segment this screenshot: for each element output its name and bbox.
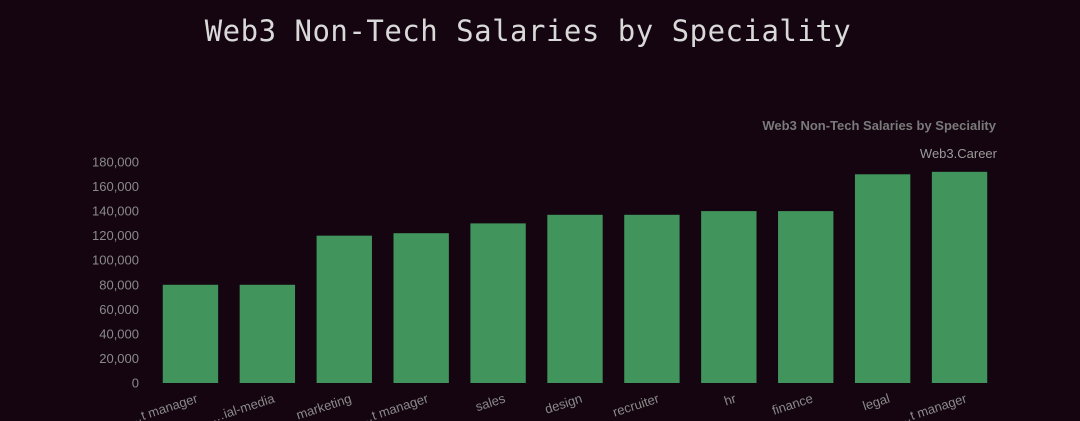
page-title: Web3 Non-Tech Salaries by Speciality (204, 14, 852, 48)
y-tick-label: 140,000 (92, 204, 139, 219)
y-tick-label: 20,000 (99, 351, 139, 366)
y-tick-label: 120,000 (92, 228, 139, 243)
y-tick-label: 160,000 (92, 179, 139, 194)
bar[interactable] (778, 211, 834, 383)
y-tick-label: 100,000 (92, 253, 139, 268)
x-tick-label: …t manager (896, 390, 969, 421)
x-tick-label: sales (474, 390, 508, 414)
x-axis: …t manager …ial-media marketing …t manager s… (127, 390, 969, 421)
bar[interactable] (316, 235, 372, 383)
x-tick-label: …t manager (127, 390, 200, 421)
bars (162, 171, 988, 383)
bar[interactable] (470, 223, 526, 383)
bar[interactable] (624, 214, 680, 383)
x-tick-label: legal (861, 391, 892, 414)
y-tick-label: 0 (132, 376, 139, 391)
x-tick-label: design (543, 391, 584, 417)
x-tick-label: …t manager (357, 390, 430, 421)
bar[interactable] (854, 174, 911, 383)
y-tick-label: 40,000 (99, 326, 139, 341)
x-tick-label: hr (722, 390, 738, 408)
bar[interactable] (393, 233, 449, 383)
bar[interactable] (701, 211, 757, 383)
y-tick-label: 180,000 (92, 155, 139, 170)
bar[interactable] (162, 284, 219, 383)
chart-subtitle: Web3.Career (920, 146, 998, 161)
x-tick-label: marketing (294, 391, 353, 421)
chart-title: Web3 Non-Tech Salaries by Speciality (762, 118, 996, 133)
bar[interactable] (931, 171, 988, 383)
bar[interactable] (547, 214, 603, 383)
x-tick-label: recruiter (611, 390, 662, 419)
x-tick-label: …ial-media (209, 390, 277, 421)
y-axis: 0 20,000 40,000 60,000 80,000 100,000 120,000 1… (92, 155, 139, 391)
bar[interactable] (239, 284, 296, 383)
y-tick-label: 60,000 (99, 302, 139, 317)
x-tick-label: finance (770, 391, 815, 418)
y-tick-label: 80,000 (99, 277, 139, 292)
